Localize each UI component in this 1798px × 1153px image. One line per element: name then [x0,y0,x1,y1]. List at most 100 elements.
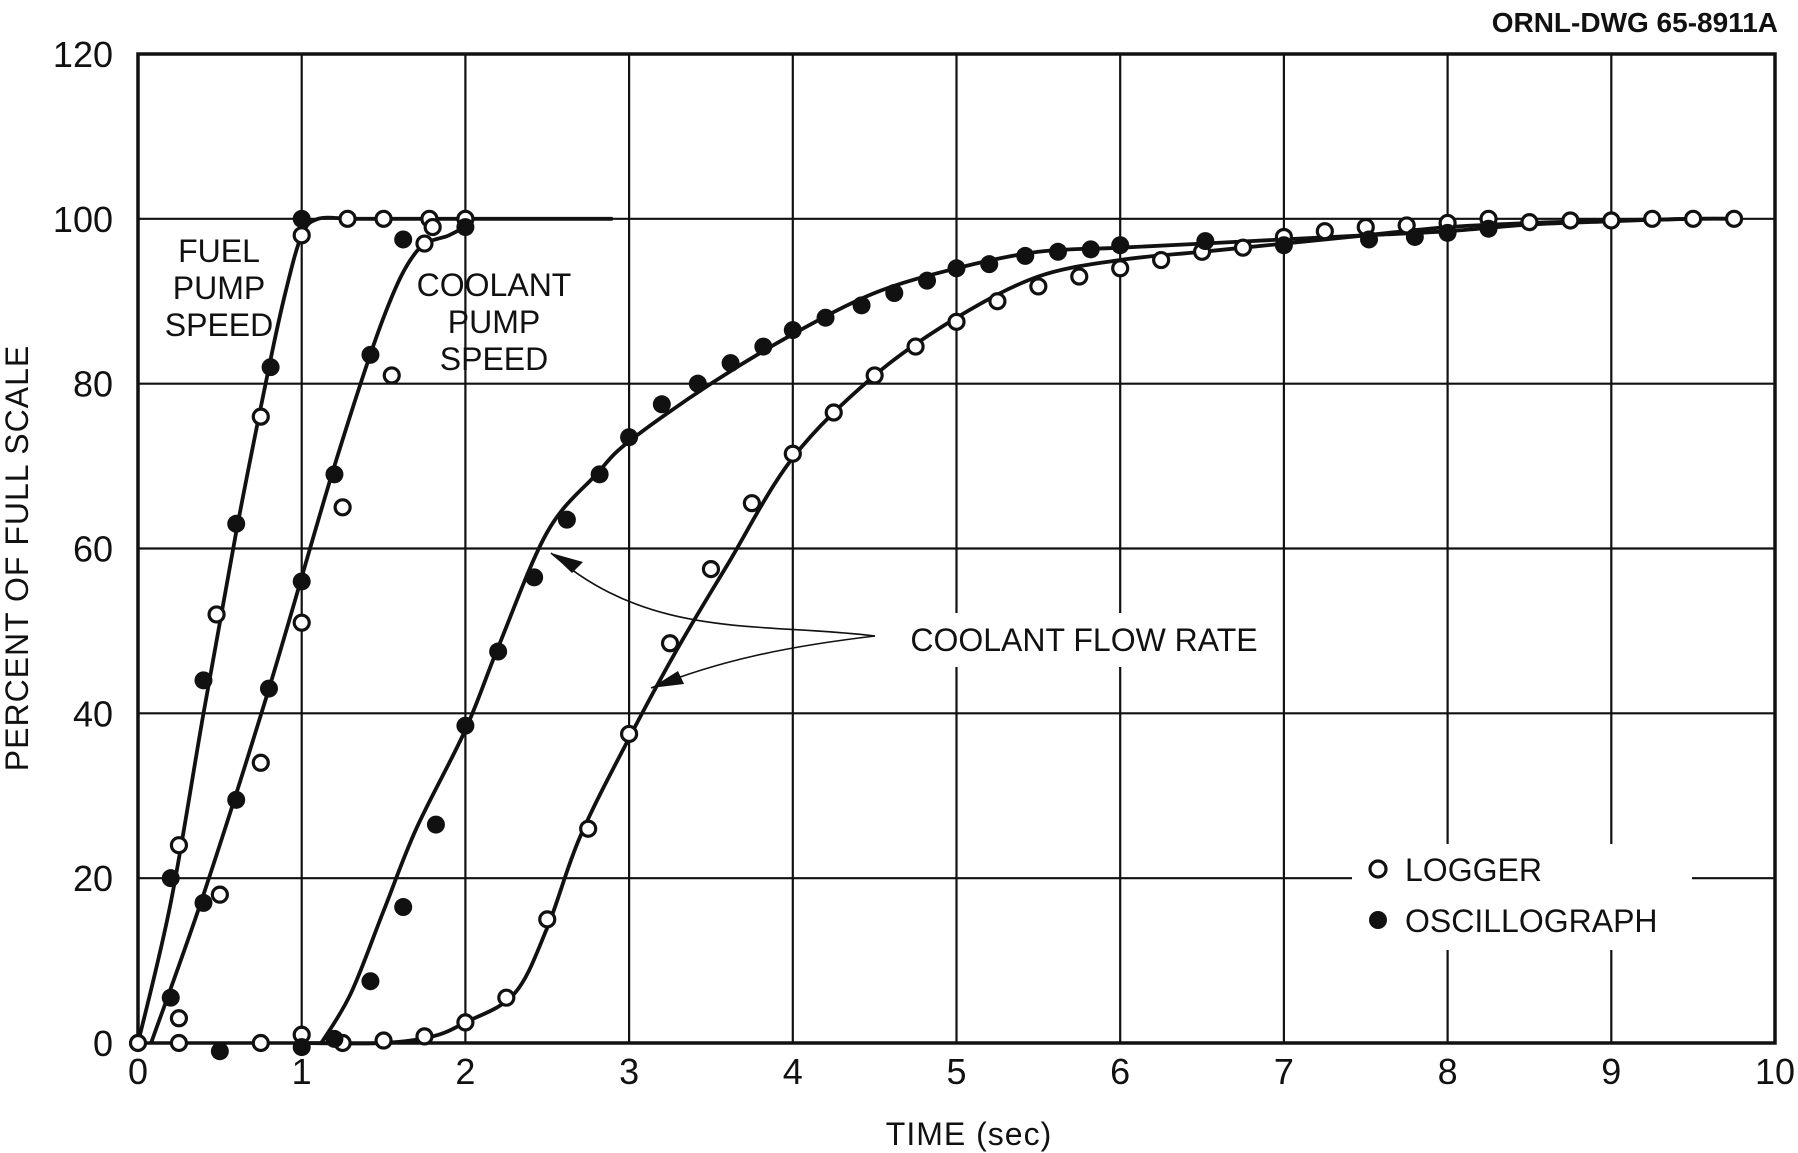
y-axis-label: PERCENT OF FULL SCALE [0,345,35,771]
x-tick-label: 5 [946,1051,966,1092]
oscillograph-point [325,1029,344,1048]
annotation-line: FUEL [178,233,260,269]
logger-point [1684,209,1703,228]
logger-point [619,724,639,744]
curve-fuel [136,215,613,1044]
logger-point [1070,267,1089,286]
y-tick-label: 80 [73,364,113,405]
oscillograph-point [394,898,413,917]
y-tick-label: 20 [73,858,113,899]
oscillograph-point [525,568,544,587]
logger-point [456,1013,475,1032]
logger-point [333,498,352,517]
logger-point [1233,238,1253,257]
oscillograph-point [918,271,937,290]
x-tick-label: 8 [1438,1051,1458,1092]
x-tick-label: 2 [455,1051,475,1092]
x-tick-label: 1 [292,1051,312,1092]
oscillograph-point [620,428,639,447]
logger-point [660,634,680,653]
logger-point [415,1027,434,1046]
plot-frame [136,52,1777,1045]
logger-point [1029,277,1048,296]
logger-point [497,988,516,1007]
oscillograph-point [292,209,311,228]
oscillograph-point [754,337,773,356]
x-tick-label: 9 [1601,1051,1621,1092]
oscillograph-point [259,679,278,698]
logger-point [1152,250,1171,270]
x-tick-label: 6 [1110,1051,1130,1092]
oscillograph-point [292,1038,311,1057]
oscillograph-point [456,218,475,237]
logger-point [338,209,357,228]
oscillograph-point [210,1042,229,1061]
oscillograph-point [361,345,380,364]
flow-leader-upper [550,552,876,637]
oscillograph-point [1360,230,1379,249]
oscillograph-point [816,308,835,327]
logger-point [382,366,401,385]
oscillograph-point [161,869,180,888]
logger-point [251,1033,270,1053]
legend-background [1352,844,1692,950]
oscillograph-point [852,296,871,315]
logger-point [374,209,393,228]
oscillograph-point [227,790,246,809]
oscillograph-point [652,395,671,414]
flow-leader-lower [650,635,876,689]
oscillograph-point [394,230,413,249]
arrowhead-lower [651,671,684,688]
logger-point [1111,259,1130,278]
logger-point [128,1033,148,1053]
oscillograph-point [1111,236,1130,255]
oscillograph-point [783,321,802,340]
oscillograph-point [292,572,311,591]
y-tick-label: 0 [93,1023,113,1064]
oscillograph-point [1438,223,1457,242]
legend-label-logger: LOGGER [1405,852,1542,888]
data-points [128,209,1744,1061]
oscillograph-point [227,514,246,533]
logger-point [169,1033,189,1053]
curve-flow_osc [319,216,1743,1044]
flow-label-background [878,613,1280,667]
oscillograph-point [161,988,180,1007]
oscillograph-point [980,255,999,274]
logger-point [579,819,598,838]
logger-point [906,337,925,356]
logger-point [824,403,843,422]
logger-point [169,1009,189,1028]
y-tick-label: 60 [73,529,113,570]
oscillograph-point [557,510,576,529]
oscillograph-point [590,465,609,484]
y-tick-label: 100 [53,199,113,240]
oscillograph-point [1479,219,1498,238]
y-tick-label: 40 [73,693,113,734]
oscillograph-point [885,284,904,303]
legend: LOGGER OSCILLOGRAPH [1352,844,1692,950]
oscillograph-point [361,972,380,991]
logger-point [988,292,1007,311]
annotation-line: PUMP [173,270,265,306]
oscillograph-point [489,642,508,661]
logger-point [742,494,761,513]
fuel-pump-annotation: FUEL PUMP SPEED [165,233,273,343]
oscillograph-point [426,815,445,834]
oscillograph-point [721,354,740,373]
coolant-flow-rate-annotation: COOLANT FLOW RATE [910,622,1257,658]
oscillograph-point [1048,242,1067,261]
drawing-id: ORNL-DWG 65-8911A [1492,7,1778,38]
logger-point [415,234,434,253]
annotation-line: SPEED [440,341,548,377]
oscillograph-point [1405,227,1424,246]
oscillograph-point [194,671,213,690]
annotation-line: PUMP [448,304,540,340]
x-tick-label: 3 [619,1051,639,1092]
legend-filled-marker-icon [1369,911,1387,929]
logger-point [292,613,311,632]
oscillograph-point [261,358,280,377]
